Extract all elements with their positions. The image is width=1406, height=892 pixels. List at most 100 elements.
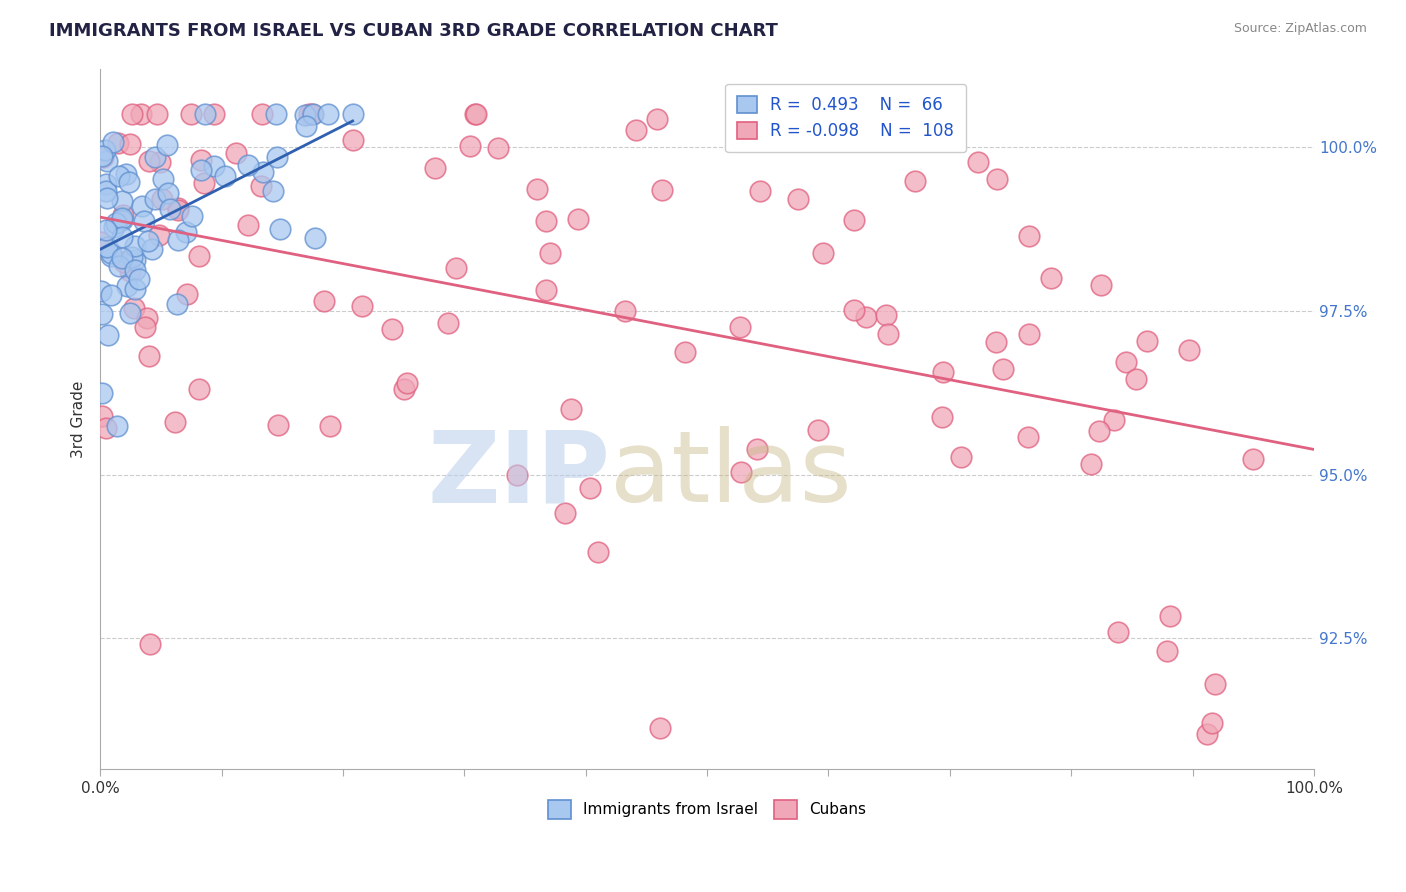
Point: [120, 306, 142, 320]
Point: [180, 209, 202, 223]
Point: [111, 251, 134, 265]
Point: [252, 165, 274, 179]
Point: [167, 203, 190, 218]
Point: [1195, 727, 1218, 741]
Point: [121, 251, 143, 265]
Point: [1201, 716, 1223, 731]
Text: Source: ZipAtlas.com: Source: ZipAtlas.com: [1233, 22, 1367, 36]
Point: [942, 107, 965, 121]
Point: [250, 179, 273, 194]
Point: [381, 321, 404, 335]
Point: [174, 226, 197, 240]
Point: [875, 308, 897, 322]
Point: [298, 107, 321, 121]
Point: [118, 264, 141, 278]
Point: [107, 136, 129, 151]
Point: [1017, 430, 1039, 444]
Point: [139, 637, 162, 651]
Point: [91, 149, 114, 163]
Point: [111, 213, 134, 227]
Point: [90, 284, 112, 298]
Point: [143, 150, 166, 164]
Point: [124, 239, 146, 253]
Point: [1080, 457, 1102, 471]
Point: [842, 212, 865, 227]
Point: [103, 135, 125, 149]
Point: [1125, 372, 1147, 386]
Point: [396, 376, 419, 390]
Point: [96, 154, 118, 169]
Point: [97, 327, 120, 342]
Point: [1090, 278, 1112, 293]
Point: [1088, 424, 1111, 438]
Point: [91, 409, 114, 423]
Point: [152, 172, 174, 186]
Point: [986, 171, 1008, 186]
Point: [194, 107, 217, 121]
Point: [1115, 355, 1137, 369]
Point: [188, 382, 211, 396]
Point: [138, 349, 160, 363]
Text: atlas: atlas: [610, 426, 852, 524]
Point: [444, 261, 467, 276]
Point: [318, 107, 340, 121]
Point: [536, 214, 558, 228]
Point: [100, 288, 122, 302]
Point: [624, 123, 647, 137]
Point: [141, 242, 163, 256]
Point: [787, 192, 810, 206]
Point: [673, 344, 696, 359]
Point: [1040, 271, 1063, 285]
Point: [560, 402, 582, 417]
Point: [131, 199, 153, 213]
Point: [730, 465, 752, 479]
Point: [1102, 413, 1125, 427]
Point: [202, 107, 225, 121]
Point: [124, 253, 146, 268]
Point: [1204, 677, 1226, 691]
Point: [314, 294, 336, 309]
Point: [145, 107, 167, 121]
Point: [111, 211, 134, 225]
Point: [94, 177, 117, 191]
Point: [464, 107, 486, 121]
Point: [811, 245, 834, 260]
Point: [163, 415, 186, 429]
Point: [586, 545, 609, 559]
Point: [876, 327, 898, 342]
Point: [112, 255, 135, 269]
Point: [304, 231, 326, 245]
Point: [90, 235, 112, 249]
Legend: Immigrants from Israel, Cubans: Immigrants from Israel, Cubans: [543, 794, 872, 825]
Point: [855, 310, 877, 325]
Point: [645, 112, 668, 126]
Point: [138, 153, 160, 168]
Point: [342, 133, 364, 147]
Point: [236, 219, 259, 233]
Point: [167, 233, 190, 247]
Point: [134, 320, 156, 334]
Point: [94, 143, 117, 157]
Point: [460, 139, 482, 153]
Point: [111, 194, 134, 209]
Point: [190, 162, 212, 177]
Point: [269, 221, 291, 235]
Point: [342, 107, 364, 121]
Point: [1018, 229, 1040, 244]
Point: [352, 299, 374, 313]
Point: [148, 228, 170, 243]
Point: [108, 259, 131, 273]
Point: [534, 283, 557, 297]
Point: [1018, 326, 1040, 341]
Point: [267, 417, 290, 432]
Point: [394, 382, 416, 396]
Point: [167, 201, 190, 215]
Point: [264, 107, 287, 121]
Point: [132, 214, 155, 228]
Point: [180, 107, 202, 121]
Point: [966, 154, 988, 169]
Point: [115, 167, 138, 181]
Point: [950, 450, 973, 464]
Point: [129, 107, 152, 121]
Point: [96, 191, 118, 205]
